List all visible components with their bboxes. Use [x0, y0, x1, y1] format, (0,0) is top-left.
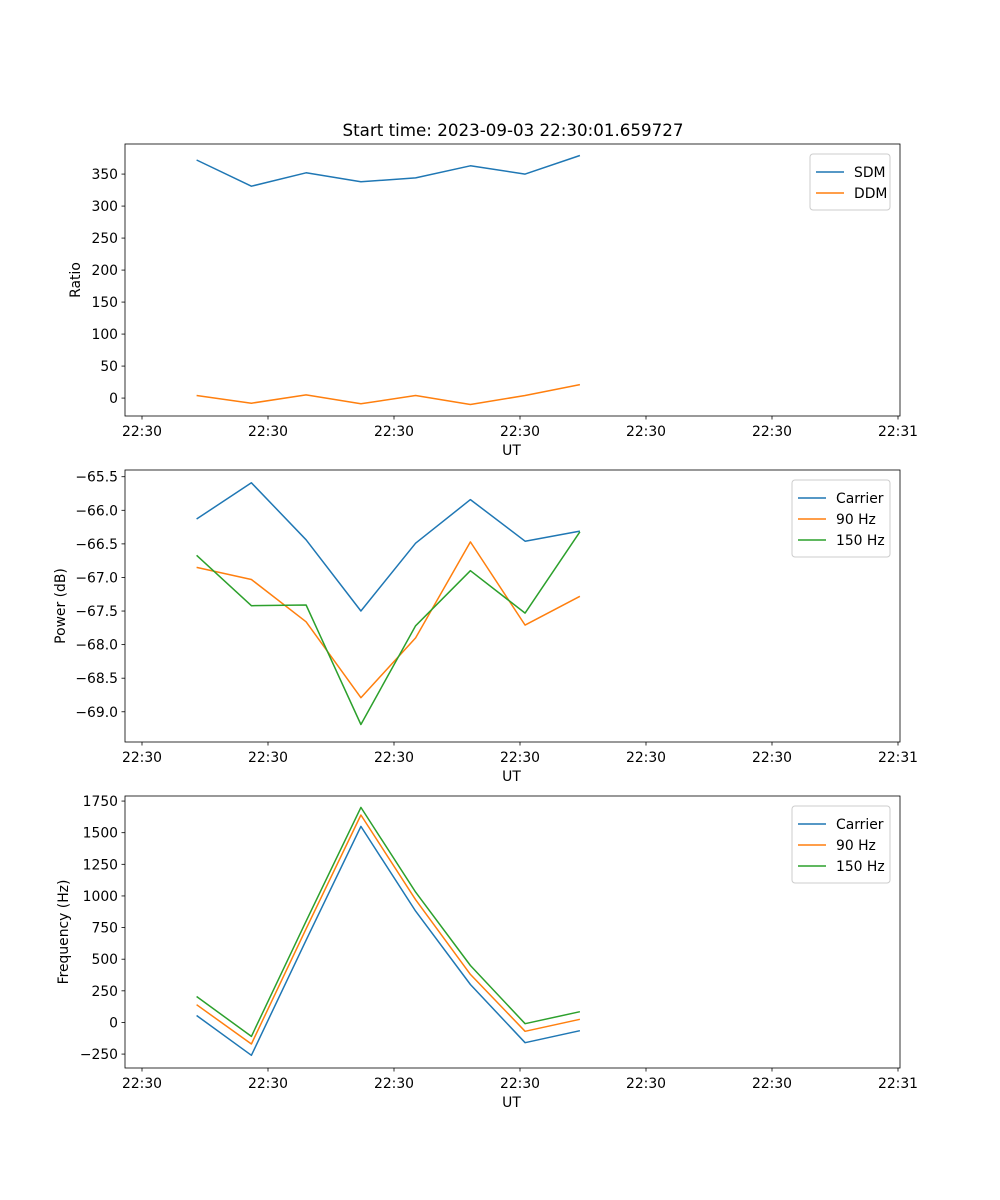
x-tick-label: 22:30 [500, 424, 540, 440]
legend-box [791, 479, 891, 558]
y-tick-label: 0 [109, 1015, 118, 1031]
y-tick-label: −68.0 [75, 638, 118, 654]
y-tick-label: 50 [100, 359, 118, 375]
series-line-150-hz [196, 531, 581, 726]
y-tick-label: 0 [109, 391, 118, 407]
legend-label: Carrier [836, 491, 884, 507]
y-tick-label: 150 [91, 295, 118, 311]
x-tick-label: 22:30 [374, 750, 414, 766]
panel-frequency: −250 0 250 500 750 1000 1250 1500 1750 22:30 22:30… [56, 794, 918, 1111]
y-tick-label: 500 [91, 952, 118, 968]
series-line-carrier [196, 482, 581, 612]
x-axis-label: UT [502, 1095, 521, 1111]
series-line-ddm [196, 383, 581, 406]
x-tick-label: 22:30 [122, 1076, 162, 1092]
y-tick-label: 250 [91, 231, 118, 247]
x-tick-label: 22:30 [752, 1076, 792, 1092]
y-tick-label: −68.5 [75, 671, 118, 687]
legend-box [791, 805, 891, 884]
y-axis-label: Frequency (Hz) [56, 880, 72, 985]
axes-frame [124, 143, 901, 417]
x-tick-label: 22:30 [248, 424, 288, 440]
y-tick-label: −67.0 [75, 570, 118, 586]
panel-ratio: 0 50 100 150 200 250 300 350 22:30 22:30 22:30 22:3… [68, 143, 918, 459]
y-tick-label: 100 [91, 327, 118, 343]
legend-label: Carrier [836, 817, 884, 833]
x-tick-label: 22:30 [626, 1076, 666, 1092]
x-tick-label: 22:30 [122, 750, 162, 766]
legend-label: 90 Hz [836, 838, 876, 854]
y-tick-label: 200 [91, 263, 118, 279]
y-axis-label: Power (dB) [53, 568, 69, 644]
y-tick-label: 250 [91, 984, 118, 1000]
axes-frame [124, 795, 901, 1069]
x-tick-label: 22:30 [248, 750, 288, 766]
series-line-sdm [196, 154, 581, 187]
panel-power: −69.0 −68.5 −68.0 −67.5 −67.0 −66.5 −66.0 −65.5… [53, 469, 918, 785]
legend-box [809, 153, 891, 211]
y-tick-label: 1000 [83, 889, 118, 905]
x-tick-label: 22:31 [878, 424, 918, 440]
x-tick-label: 22:30 [374, 1076, 414, 1092]
y-tick-label: 750 [91, 921, 118, 937]
x-axis-label: UT [502, 769, 521, 785]
series-line-90-hz [196, 814, 581, 1045]
series-line-carrier [196, 825, 581, 1057]
y-tick-label: −67.5 [75, 604, 118, 620]
legend-label: 150 Hz [836, 859, 885, 875]
legend-label: 90 Hz [836, 512, 876, 528]
x-tick-label: 22:30 [122, 424, 162, 440]
legend-label: 150 Hz [836, 533, 885, 549]
x-tick-label: 22:30 [626, 424, 666, 440]
x-tick-label: 22:30 [374, 424, 414, 440]
legend-label: SDM [854, 165, 886, 181]
y-tick-label: −66.5 [75, 537, 118, 553]
y-tick-label: 1250 [83, 857, 118, 873]
y-tick-label: 1500 [83, 826, 118, 842]
x-tick-label: 22:30 [752, 424, 792, 440]
legend-label: DDM [854, 186, 887, 202]
x-tick-label: 22:30 [626, 750, 666, 766]
y-tick-label: 300 [91, 199, 118, 215]
x-tick-label: 22:30 [248, 1076, 288, 1092]
y-axis-label: Ratio [68, 262, 84, 298]
axes-frame [124, 469, 901, 743]
x-tick-label: 22:30 [500, 750, 540, 766]
chart-title: Start time: 2023-09-03 22:30:01.659727 [343, 120, 684, 140]
y-tick-label: 350 [91, 167, 118, 183]
x-axis-label: UT [502, 443, 521, 459]
x-tick-label: 22:30 [752, 750, 792, 766]
x-tick-label: 22:31 [878, 1076, 918, 1092]
x-tick-label: 22:30 [500, 1076, 540, 1092]
y-tick-label: 1750 [83, 794, 118, 810]
series-line-90-hz [196, 541, 581, 699]
series-line-150-hz [196, 806, 581, 1038]
y-tick-label: −250 [80, 1047, 118, 1063]
y-tick-label: −66.0 [75, 503, 118, 519]
y-tick-label: −69.0 [75, 705, 118, 721]
x-tick-label: 22:31 [878, 750, 918, 766]
y-tick-label: −65.5 [75, 470, 118, 486]
